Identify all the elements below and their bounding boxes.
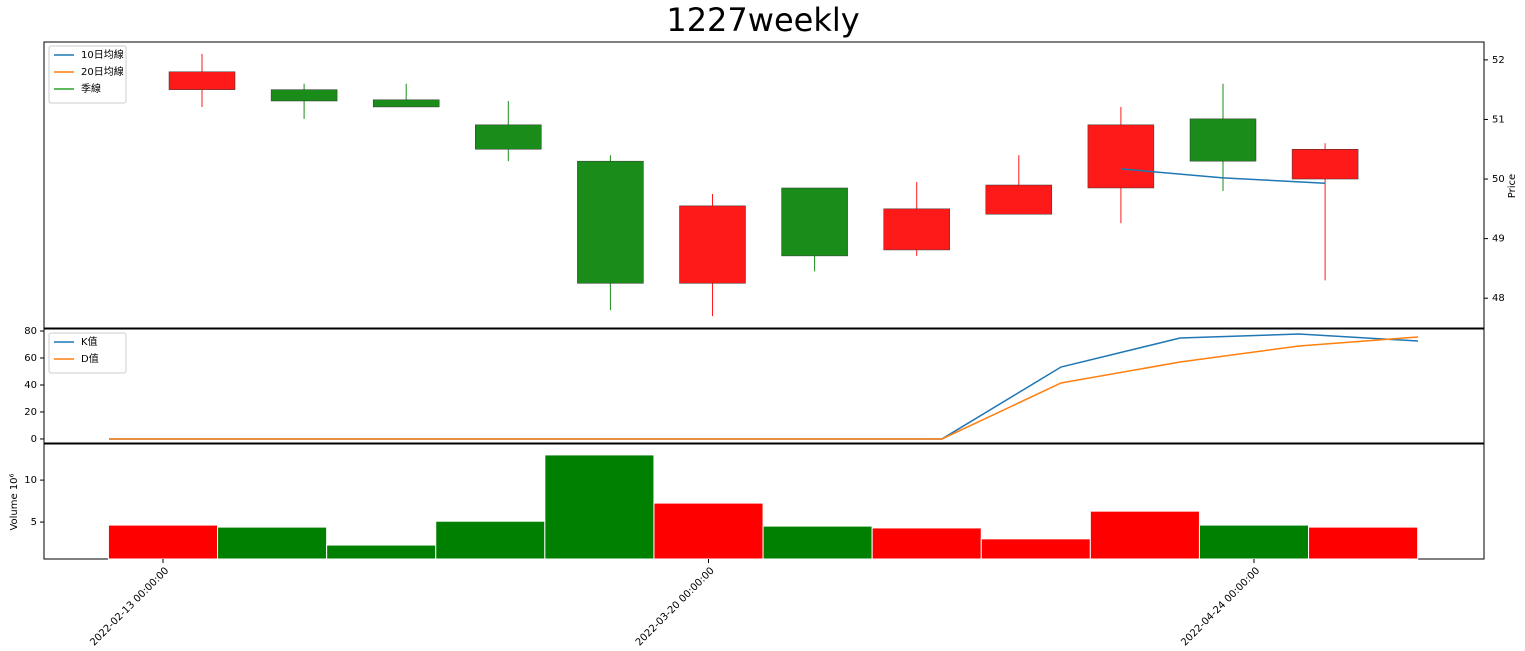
y-tick-label: 80 [24,326,37,337]
candle-body [270,89,338,102]
line [109,336,1419,440]
y-tick-label: 48 [1492,293,1505,304]
candle-body [883,208,950,251]
bar [653,502,764,560]
candle-body [1291,149,1359,180]
plot-frame [43,41,1485,329]
bar [1308,526,1419,560]
y-tick-label: 5 [31,517,37,528]
bar [435,520,546,560]
legend: K值 D值 [48,332,127,374]
candle-body [168,71,236,90]
legend-label: 季線 [81,82,101,95]
legend-label: D值 [81,352,99,365]
y-tick-label: 0 [31,434,37,445]
line [109,333,1419,440]
bar [1198,524,1310,560]
bar [980,538,1091,560]
candle-body [577,160,644,284]
y-axis-label: Price [1507,174,1518,198]
y-tick-label: 51 [1492,114,1505,125]
legend-box [48,332,127,374]
candle-body [1087,124,1155,189]
bar [762,525,873,560]
x-tick-label: 2022-04-24 00:00:00 [1179,565,1262,648]
legend-label: 10日均線 [81,48,124,61]
candle-body [679,205,746,284]
x-tick-label: 2022-03-20 00:00:00 [634,565,717,648]
bar [326,544,437,560]
x-tick-label: 2022-02-13 00:00:00 [88,565,171,648]
y-tick-label: 52 [1492,55,1505,66]
y-tick-label: 40 [24,380,37,391]
candle-body [1189,118,1257,162]
y-tick-label: 10 [24,475,37,486]
bar [107,524,219,560]
y-axis-label: Volume 10⁶ [9,473,20,530]
y-tick-label: 60 [24,353,37,364]
candle-body [372,99,440,108]
y-tick-label: 20 [24,407,37,418]
y-tick-label: 49 [1492,234,1505,245]
chart-title: 1227weekly [666,1,859,39]
y-tick-label: 50 [1492,174,1505,185]
bar [1089,510,1200,560]
candle-body [781,187,848,257]
legend-label: K值 [81,335,98,348]
bar [544,454,655,560]
bar [871,527,982,560]
bar [217,526,328,560]
candle-body [475,124,542,150]
candle-body [985,184,1053,215]
plot-frame [43,328,1485,444]
line [1120,168,1326,184]
legend-label: 20日均線 [81,65,124,78]
